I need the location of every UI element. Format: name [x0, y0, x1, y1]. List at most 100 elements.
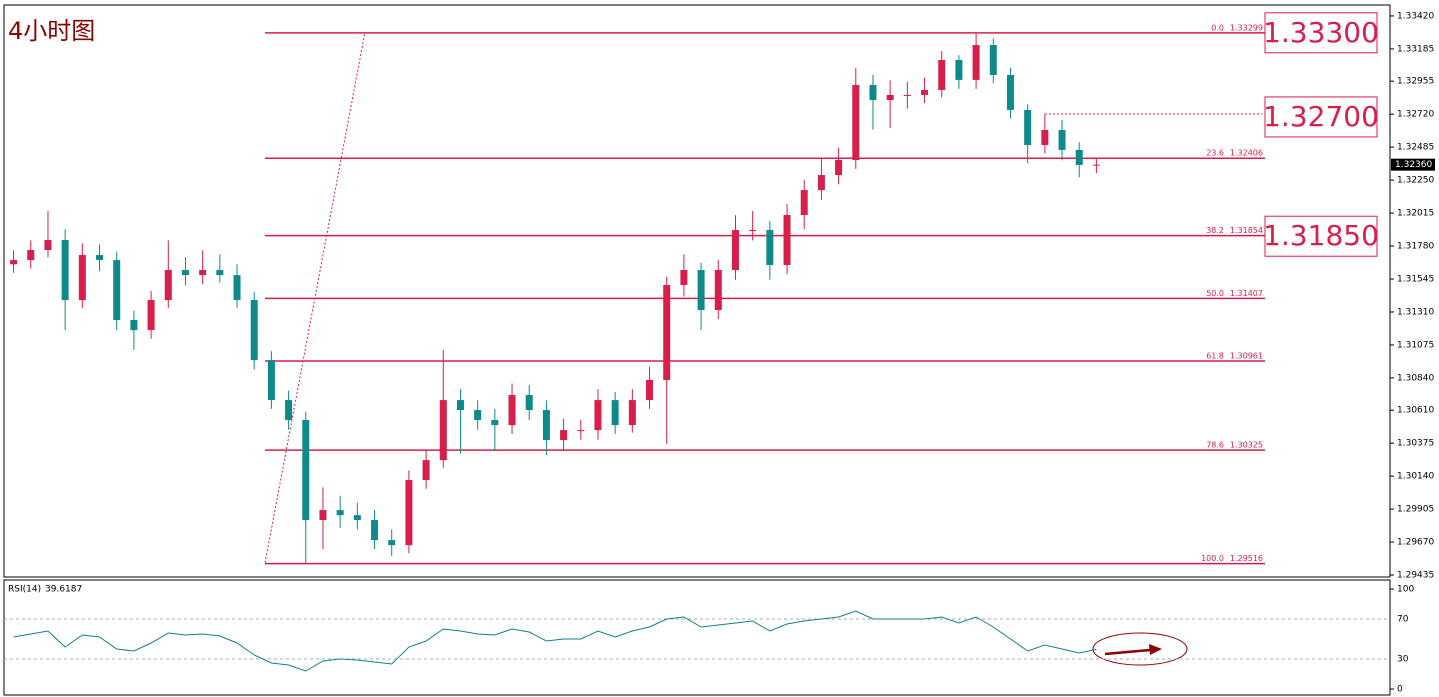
candle-body — [783, 215, 791, 265]
y-tick-label: 1.32015 — [1397, 209, 1434, 219]
fib-value: 1.31407 — [1230, 289, 1263, 298]
candle-body — [250, 300, 258, 361]
candle-body — [61, 240, 69, 301]
candle-body — [594, 400, 602, 431]
candle-body — [714, 270, 722, 311]
y-tick-label: 1.32250 — [1397, 176, 1434, 186]
candle-body — [44, 240, 52, 250]
fib-level: 78.6 — [1206, 441, 1224, 450]
fib-value: 1.33299 — [1230, 23, 1263, 32]
candle-body — [766, 230, 774, 265]
candle-body — [835, 160, 843, 176]
arrow-shaft — [1104, 648, 1151, 656]
candle-body — [1024, 109, 1032, 146]
candle-body — [886, 94, 894, 100]
y-tick-label: 1.29905 — [1397, 505, 1434, 515]
candle-body — [422, 460, 430, 481]
candle-body — [749, 230, 757, 232]
candle-body — [439, 400, 447, 461]
candle-body — [216, 270, 224, 276]
candle-body — [628, 400, 636, 426]
candle-body — [336, 510, 344, 516]
y-tick-label: 1.32720 — [1397, 110, 1434, 120]
candle-body — [199, 270, 207, 276]
key-level-label: 1.32700 — [1263, 100, 1379, 133]
y-tick-label: 1.32955 — [1397, 77, 1434, 87]
candle-body — [181, 270, 189, 276]
candle-body — [302, 420, 310, 521]
fib-value: 1.30325 — [1230, 441, 1263, 450]
candle-body — [646, 380, 654, 401]
candle-body — [233, 275, 241, 301]
candle-body — [817, 175, 825, 191]
rsi-panel — [3, 579, 1391, 696]
fib-level: 100.0 — [1201, 554, 1224, 563]
candle-body — [27, 249, 35, 261]
rsi-tick-label: 0 — [1397, 685, 1403, 695]
fib-value: 1.30961 — [1230, 351, 1263, 360]
candle-body — [1041, 130, 1049, 146]
y-tick-label: 1.29670 — [1397, 538, 1434, 548]
key-level-box — [1264, 215, 1378, 257]
candle-body — [903, 94, 911, 96]
candle-body — [456, 400, 464, 411]
candle-body — [285, 400, 293, 421]
fib-level: 38.2 — [1206, 226, 1224, 235]
y-tick-label: 1.32485 — [1397, 143, 1434, 153]
fib-value: 1.32406 — [1230, 149, 1263, 158]
candle-body — [147, 300, 155, 331]
candle-body — [542, 410, 550, 441]
candle-body — [921, 90, 929, 95]
candle-body — [560, 430, 568, 441]
candle-body — [353, 515, 361, 521]
last-price-label: 1.32360 — [1395, 160, 1432, 170]
candle-body — [697, 270, 705, 311]
rsi-line — [13, 610, 1097, 672]
rsi-tick-label: 70 — [1397, 615, 1409, 625]
candle-body — [371, 520, 379, 541]
y-tick-label: 1.30140 — [1397, 472, 1434, 482]
rsi-value: 39.6187 — [45, 585, 82, 595]
candle-body — [972, 44, 980, 80]
candle-body — [1075, 149, 1083, 165]
candle-body — [405, 480, 413, 546]
candle-body — [130, 319, 138, 331]
candle-body — [852, 84, 860, 161]
candle-body — [577, 430, 585, 432]
candle-body — [10, 260, 18, 265]
y-tick-label: 1.31075 — [1397, 340, 1434, 350]
candle-body — [938, 59, 946, 91]
candle-body — [955, 59, 963, 80]
last-price-box — [1391, 158, 1435, 171]
y-tick-label: 1.30375 — [1397, 439, 1434, 449]
key-level-box — [1264, 12, 1378, 54]
candle-body — [869, 84, 877, 100]
fib-value: 1.31854 — [1230, 226, 1263, 235]
candle-body — [508, 395, 516, 426]
fib-level: 50.0 — [1206, 289, 1224, 298]
rsi-name: RSI(14) — [8, 585, 41, 595]
key-level-box — [1264, 96, 1378, 138]
fib-level: 0.0 — [1211, 23, 1224, 32]
rsi-tick-label: 100 — [1397, 585, 1414, 595]
chart-title: 4小时图 — [8, 17, 95, 45]
y-tick-label: 1.33420 — [1397, 11, 1434, 21]
y-tick-label: 1.30610 — [1397, 406, 1434, 416]
candle-body — [731, 230, 739, 271]
y-tick-label: 1.31545 — [1397, 275, 1434, 285]
y-tick-label: 1.31780 — [1397, 242, 1434, 252]
arrow-head — [1149, 644, 1162, 655]
y-tick-label: 1.29435 — [1397, 571, 1434, 581]
candle-body — [388, 540, 396, 546]
key-level-label: 1.31850 — [1263, 219, 1379, 252]
candle-body — [1006, 75, 1014, 110]
candle-body — [1092, 164, 1100, 166]
fib-level: 23.6 — [1206, 149, 1224, 158]
highlight-ellipse — [1092, 632, 1188, 666]
candle-body — [525, 395, 533, 411]
fib-level: 61.8 — [1206, 351, 1224, 360]
y-tick-label: 1.31310 — [1397, 307, 1434, 317]
y-tick-label: 1.30840 — [1397, 373, 1434, 383]
fib-value: 1.29516 — [1230, 554, 1263, 563]
